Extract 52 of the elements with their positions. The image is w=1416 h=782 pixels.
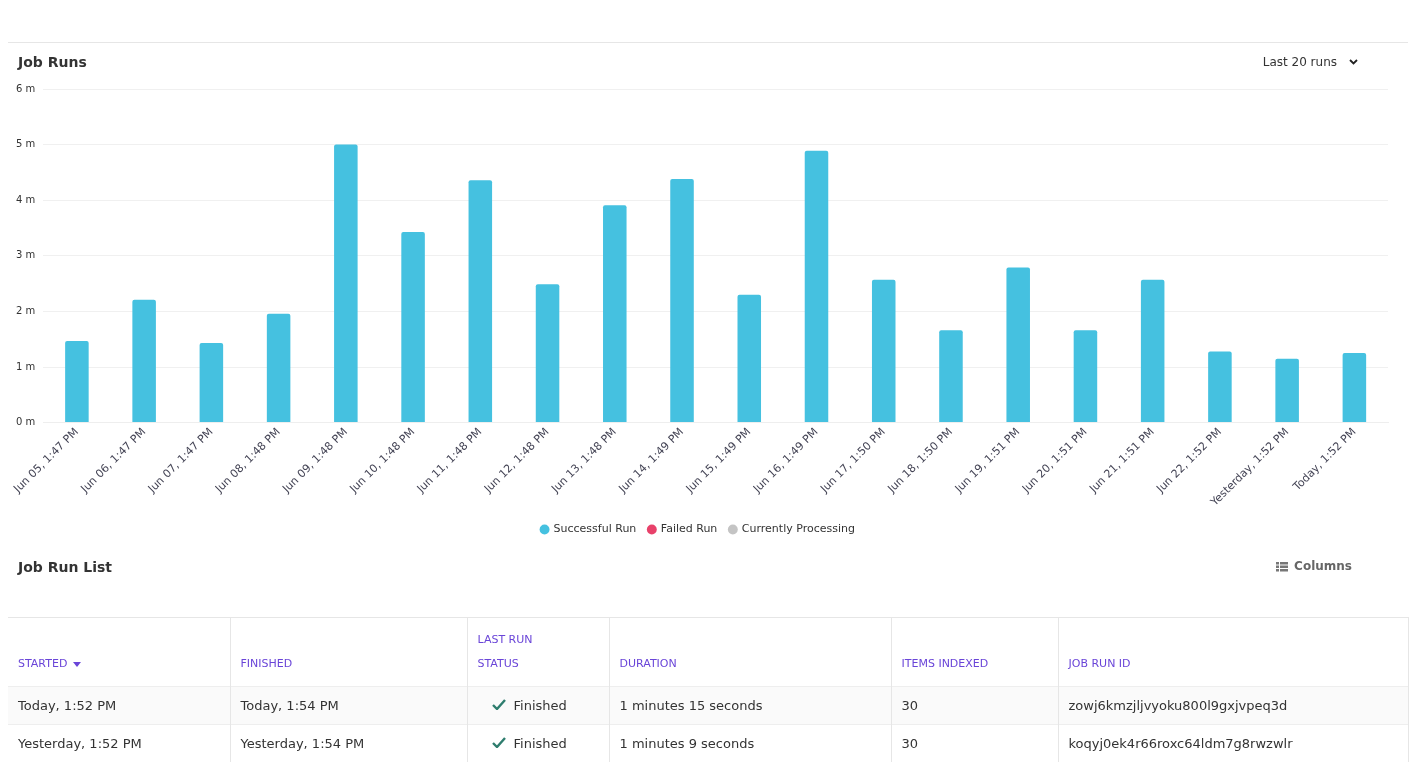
y-tick-label: 1 m (15, 360, 36, 372)
text: 1 minutes 15 seconds (619, 698, 763, 713)
category-label: DURATION (619, 656, 677, 672)
text: Yesterday, 1:52 PM (18, 736, 142, 751)
category-label: FINISHED (240, 656, 293, 672)
bar (1006, 267, 1030, 423)
bar (468, 180, 493, 423)
text: Job Run List (18, 559, 113, 577)
chart-title: Job Runs (18, 54, 87, 70)
bar (334, 144, 358, 423)
bar (1342, 353, 1367, 423)
bar (670, 179, 694, 423)
category-label: ITEMS INDEXED (901, 656, 989, 672)
bar (132, 299, 156, 423)
text: 30 (901, 736, 919, 751)
text: Last 20 runs (1262, 55, 1337, 69)
text: Today, 1:52 PM (18, 698, 117, 713)
text: Today, 1:54 PM (240, 698, 339, 713)
text: Finished (513, 698, 567, 713)
category-label: JOB RUN ID (1068, 656, 1131, 672)
bar (1208, 351, 1232, 423)
y-tick-label: 6 m (15, 82, 36, 94)
bar (535, 284, 560, 423)
text: 30 (901, 698, 919, 713)
bar (199, 343, 224, 423)
bar (804, 150, 829, 423)
bar (401, 231, 425, 423)
text: Finished (513, 736, 567, 751)
y-tick-label: 3 m (15, 249, 36, 261)
legend-label: Currently Processing (741, 522, 855, 536)
text: Yesterday, 1:54 PM (240, 736, 365, 751)
category-label: STARTED (18, 656, 68, 672)
legend-label: Failed Run (660, 522, 718, 536)
category-label: LAST RUN STATUS (477, 632, 534, 672)
y-tick-label: 5 m (15, 138, 36, 150)
bar (603, 205, 627, 423)
y-tick-label: 2 m (15, 305, 36, 317)
bar (1140, 279, 1165, 423)
bar (737, 294, 762, 423)
text: Columns (1294, 559, 1352, 573)
text: zowj6kmzjljvyoku800l9gxjvpeq3d (1068, 698, 1288, 713)
bar (266, 313, 291, 423)
y-tick-label: 0 m (15, 416, 36, 428)
y-tick-label: 4 m (15, 193, 36, 205)
bar (871, 279, 896, 423)
bar (939, 330, 963, 423)
legend-label: Successful Run (553, 522, 637, 536)
bar (1275, 358, 1299, 423)
bar (1073, 330, 1098, 423)
text: 1 minutes 9 seconds (619, 736, 755, 751)
bar (65, 340, 89, 423)
text: koqyj0ek4r66roxc64ldm7g8rwzwlr (1068, 736, 1293, 751)
